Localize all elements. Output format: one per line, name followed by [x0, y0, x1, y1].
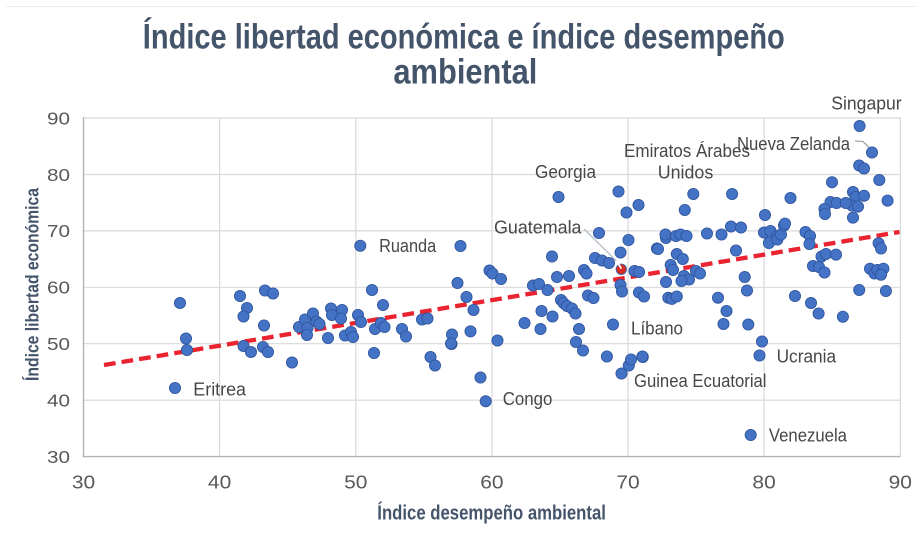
svg-text:Nueva Zelanda: Nueva Zelanda	[737, 133, 851, 154]
svg-text:30: 30	[47, 447, 70, 467]
svg-text:Índice desempeño ambiental: Índice desempeño ambiental	[377, 502, 606, 525]
svg-text:Índice libertad económica e ín: Índice libertad económica e índice desem…	[143, 17, 785, 57]
svg-text:Singapur: Singapur	[831, 93, 901, 114]
svg-text:ambiental: ambiental	[393, 53, 537, 92]
svg-text:80: 80	[752, 472, 775, 492]
svg-text:Unidos: Unidos	[658, 162, 714, 183]
svg-text:90: 90	[889, 472, 912, 492]
svg-text:Congo: Congo	[503, 388, 553, 409]
svg-text:Ucrania: Ucrania	[777, 346, 837, 367]
svg-text:80: 80	[47, 165, 70, 185]
svg-text:Índice libertad económica: Índice libertad económica	[21, 187, 42, 381]
svg-text:Emiratos Árabes: Emiratos Árabes	[624, 140, 750, 161]
svg-text:70: 70	[616, 472, 639, 492]
svg-text:40: 40	[208, 472, 231, 492]
svg-text:50: 50	[344, 472, 367, 492]
svg-text:50: 50	[47, 334, 70, 354]
svg-text:Guatemala: Guatemala	[494, 217, 582, 238]
svg-text:Georgia: Georgia	[535, 161, 597, 182]
svg-text:30: 30	[72, 472, 95, 492]
svg-text:60: 60	[480, 472, 503, 492]
svg-text:Guinea Ecuatorial: Guinea Ecuatorial	[634, 370, 767, 391]
svg-text:40: 40	[47, 391, 70, 411]
svg-text:Venezuela: Venezuela	[769, 425, 848, 446]
svg-text:90: 90	[47, 108, 70, 128]
svg-text:70: 70	[47, 221, 70, 241]
svg-text:Ruanda: Ruanda	[379, 235, 437, 256]
svg-text:Eritrea: Eritrea	[193, 378, 246, 399]
svg-text:60: 60	[47, 278, 70, 298]
svg-text:Líbano: Líbano	[631, 318, 683, 339]
